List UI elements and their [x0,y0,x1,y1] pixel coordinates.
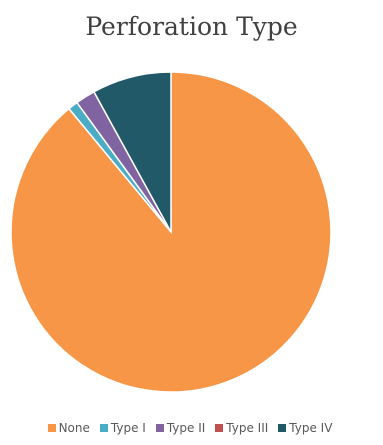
chart-title: Perforation Type [85,12,298,41]
legend-item: Type IV [278,421,332,435]
legend-item: None [47,421,90,435]
pie-slice-type-iv [92,71,172,233]
legend-swatch [155,424,164,432]
legend-swatch [278,424,287,432]
legend-item: Type III [215,421,268,435]
legend-label: Type III [226,421,269,435]
legend-label: Type IV [289,421,333,435]
legend-swatch [47,424,56,432]
legend-label: Type II [166,421,206,435]
legend-item: Type II [155,421,206,435]
legend-item: Type I [99,421,146,435]
chart-legend: None Type I Type II Type III Type IV [0,421,383,435]
legend-swatch [99,424,108,432]
legend-label: Type I [110,421,146,435]
legend-label: None [58,421,90,435]
legend-swatch [215,424,224,432]
